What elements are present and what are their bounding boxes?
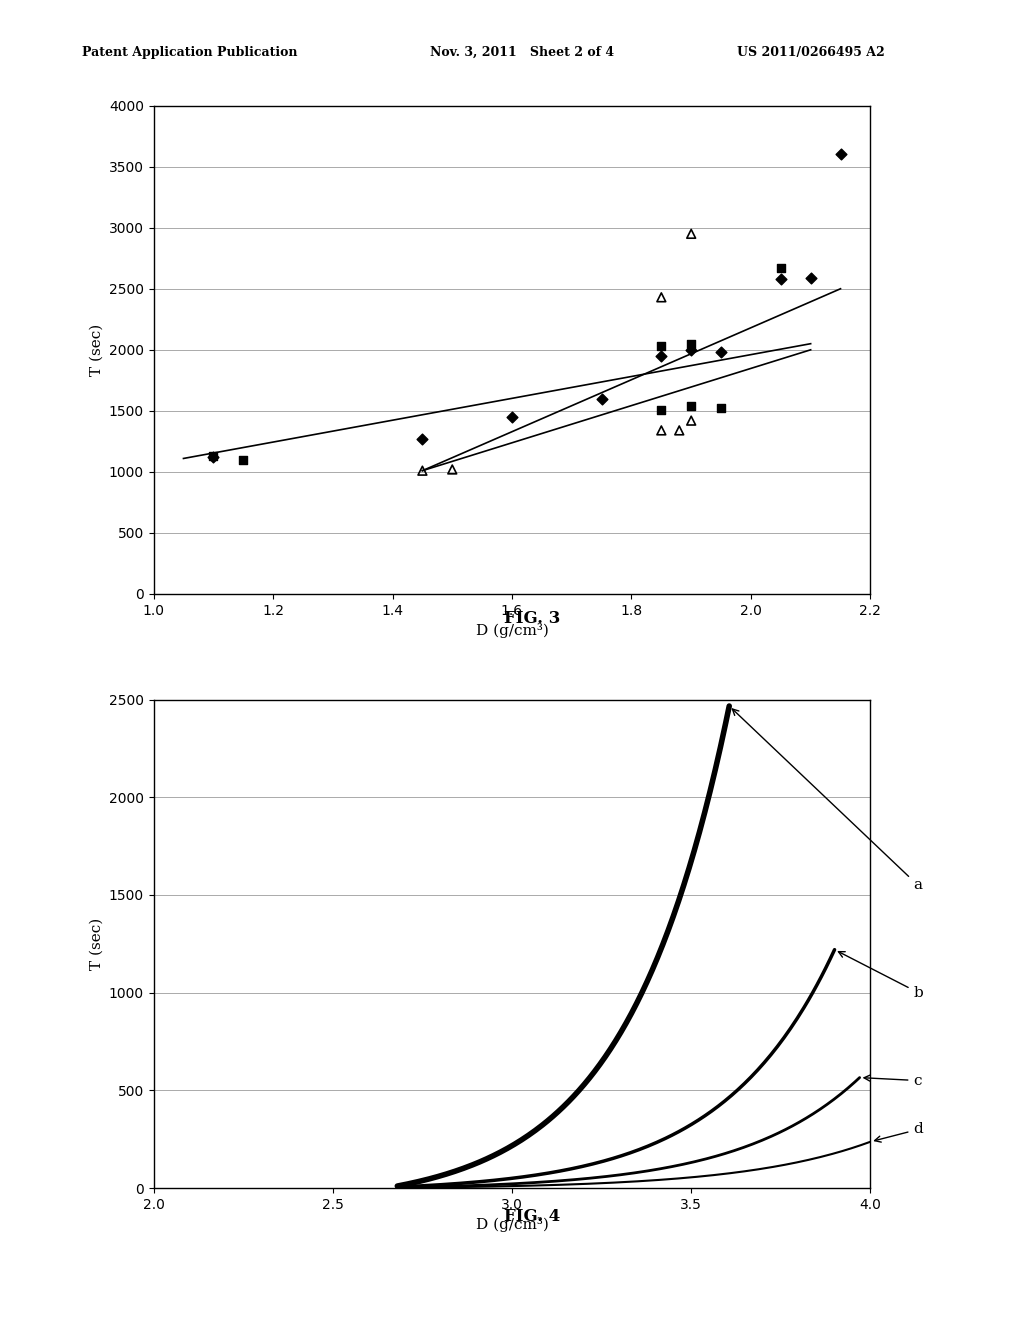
Point: [772, 257, 788, 279]
Point: [414, 429, 430, 450]
Point: [683, 411, 699, 432]
Point: [653, 335, 670, 356]
Point: [653, 286, 670, 308]
Point: [671, 420, 687, 441]
Point: [683, 333, 699, 354]
Text: Nov. 3, 2011   Sheet 2 of 4: Nov. 3, 2011 Sheet 2 of 4: [430, 46, 614, 59]
Text: a: a: [732, 709, 923, 892]
Point: [234, 449, 251, 470]
Point: [683, 339, 699, 360]
Point: [833, 144, 849, 165]
Y-axis label: T (sec): T (sec): [89, 917, 103, 970]
Point: [683, 223, 699, 244]
Point: [594, 388, 610, 409]
Text: US 2011/0266495 A2: US 2011/0266495 A2: [737, 46, 885, 59]
Point: [414, 461, 430, 482]
Point: [653, 420, 670, 441]
Point: [713, 342, 729, 363]
X-axis label: D (g/cm³): D (g/cm³): [475, 623, 549, 639]
Text: FIG. 4: FIG. 4: [505, 1208, 560, 1225]
Text: FIG. 3: FIG. 3: [504, 610, 561, 627]
Text: d: d: [874, 1122, 924, 1142]
Text: Patent Application Publication: Patent Application Publication: [82, 46, 297, 59]
Point: [803, 267, 819, 288]
X-axis label: D (g/cm³): D (g/cm³): [475, 1217, 549, 1233]
Point: [653, 399, 670, 420]
Text: c: c: [864, 1073, 922, 1088]
Y-axis label: T (sec): T (sec): [89, 323, 103, 376]
Point: [504, 407, 520, 428]
Text: b: b: [839, 952, 924, 999]
Point: [205, 445, 221, 466]
Point: [653, 346, 670, 367]
Point: [444, 459, 461, 480]
Point: [772, 268, 788, 289]
Point: [713, 397, 729, 418]
Point: [683, 396, 699, 417]
Point: [205, 446, 221, 467]
